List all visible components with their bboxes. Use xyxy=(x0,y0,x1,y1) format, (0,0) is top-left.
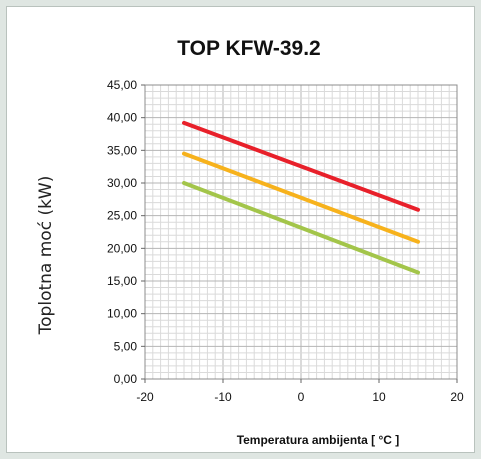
x-axis-label: Temperatura ambijenta [ °C ] xyxy=(237,433,400,447)
x-tick-label: 20 xyxy=(450,390,464,404)
x-axis-ticks: -20 -10 0 10 20 xyxy=(136,379,464,404)
y-tick-label: 45,00 xyxy=(107,78,137,92)
y-tick-label: 5,00 xyxy=(114,339,138,353)
chart-frame: TOP KFW-39.2 0,00 5,00 10,00 15,00 20,00 25,0… xyxy=(6,6,475,453)
y-axis-label: Toplotna moć (kW) xyxy=(36,176,56,336)
y-tick-label: 0,00 xyxy=(114,372,138,386)
y-tick-label: 15,00 xyxy=(107,274,137,288)
y-axis-ticks: 0,00 5,00 10,00 15,00 20,00 25,00 30,00 35,00 40… xyxy=(107,78,145,386)
series-line-3 xyxy=(182,181,420,275)
series-line-1 xyxy=(182,120,420,212)
line-chart: TOP KFW-39.2 0,00 5,00 10,00 15,00 20,00 25,0… xyxy=(36,37,464,447)
y-tick-label: 30,00 xyxy=(107,176,137,190)
series-lines xyxy=(182,120,420,275)
y-tick-label: 25,00 xyxy=(107,209,137,223)
grid-lines xyxy=(144,84,458,380)
y-tick-label: 40,00 xyxy=(107,111,137,125)
x-tick-label: -10 xyxy=(214,390,232,404)
series-line-2 xyxy=(182,151,420,244)
chart-title: TOP KFW-39.2 xyxy=(177,37,321,60)
x-tick-label: 0 xyxy=(298,390,305,404)
x-tick-label: -20 xyxy=(136,390,154,404)
y-tick-label: 20,00 xyxy=(107,241,137,255)
y-tick-label: 10,00 xyxy=(107,307,137,321)
x-tick-label: 10 xyxy=(372,390,386,404)
y-tick-label: 35,00 xyxy=(107,143,137,157)
